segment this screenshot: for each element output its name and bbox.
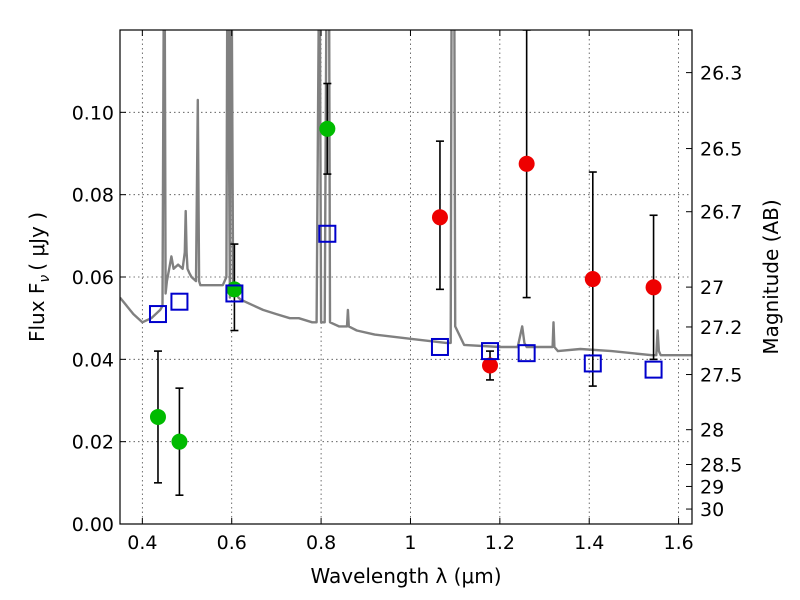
magnitude-tick-label: 26.3 [700,63,742,85]
magnitude-tick-label: 27 [700,277,724,299]
green-data-point [226,281,243,298]
y-axis-label-main: Flux F [25,283,49,342]
y-axis-label-unit: ( μJy ) [25,212,49,271]
y-tick-label: 0.00 [72,514,114,536]
model-square-marker [517,344,536,363]
model-square-marker [644,360,663,379]
model-square-marker [225,284,244,303]
model-square-marker [318,224,337,243]
model-square-marker [148,305,167,324]
green-data-point [149,408,166,425]
x-axis-label: Wavelength λ (μm) [310,564,501,588]
y-tick-label: 0.02 [72,432,114,454]
y-tick-label: 0.08 [72,185,114,207]
x-tick-label: 0.4 [127,532,157,554]
magnitude-tick-label: 28 [700,420,724,442]
red-data-point [431,209,448,226]
y-axis-label-sub: ν [37,275,53,283]
magnitude-tick-label: 27.2 [700,317,742,339]
red-data-point [645,279,662,296]
magnitude-tick-label: 26.5 [700,139,742,161]
x-tick-label: 0.8 [306,532,336,554]
model-square-marker [430,337,449,356]
model-square-marker [481,342,500,361]
x-tick-label: 1 [404,532,416,554]
green-data-point [171,433,188,450]
y-tick-label: 0.10 [72,102,114,124]
red-data-point [518,155,535,172]
y-tick-label: 0.06 [72,267,114,289]
magnitude-tick-label: 27.5 [700,365,742,387]
x-tick-label: 1.4 [574,532,604,554]
magnitude-tick-label: 29 [700,476,724,498]
y-axis-label: Flux Fν ( μJy ) [25,212,53,342]
model-square-marker [583,354,602,373]
data-markers [148,120,663,450]
magnitude-axis-label: Magnitude (AB) [759,199,783,354]
magnitude-tick-label: 26.7 [700,202,742,224]
y-tick-label: 0.04 [72,349,114,371]
x-tick-label: 0.6 [217,532,247,554]
green-data-point [319,120,336,137]
x-tick-label: 1.2 [485,532,515,554]
red-data-point [584,271,601,288]
red-data-point [482,357,499,374]
model-square-marker [170,292,189,311]
magnitude-tick-label: 28.5 [700,454,742,476]
magnitude-tick-label: 30 [700,499,724,521]
axis-ticks: 0.4 0.6 0.8 1 1.2 1.4 1.6 0.00 0.02 0.04 0.06 0.08 0… [72,30,742,554]
x-tick-label: 1.6 [663,532,693,554]
